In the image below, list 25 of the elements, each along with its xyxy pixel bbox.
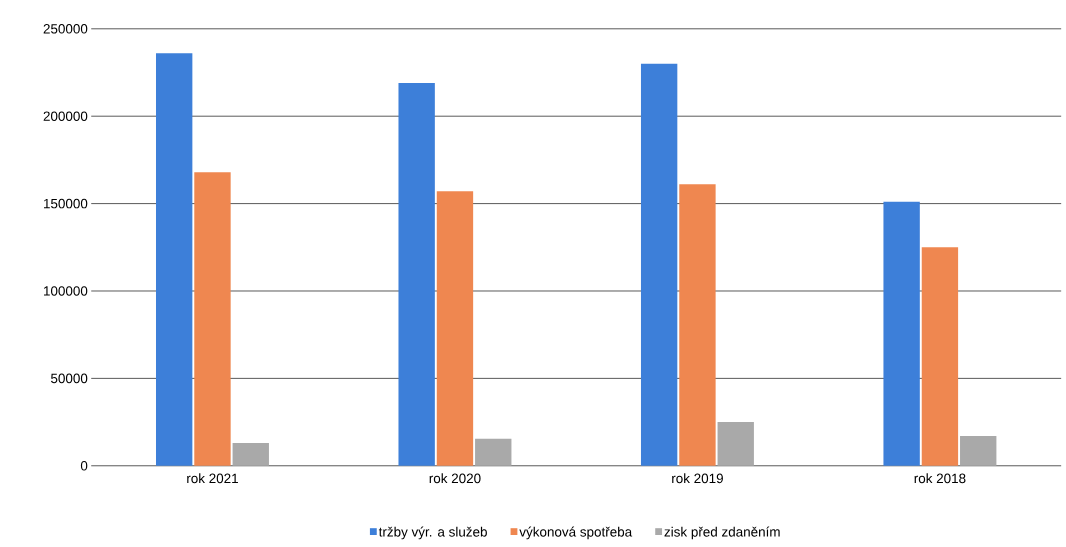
bar <box>436 191 474 466</box>
bar <box>232 442 269 466</box>
bar <box>640 63 678 466</box>
bar <box>960 435 997 466</box>
legend-label: výkonová spotřeba <box>519 526 633 540</box>
bar <box>883 201 920 466</box>
bar <box>194 171 231 466</box>
x-tick-label: rok 2019 <box>672 473 723 483</box>
y-tick-label: 0 <box>80 460 88 471</box>
bar <box>717 421 754 466</box>
y-tick-label: 50000 <box>51 373 88 383</box>
x-tick-label: rok 2021 <box>187 473 238 483</box>
legend-label: zisk před zdaněním <box>664 526 780 540</box>
bar <box>398 82 435 466</box>
y-tick-label: 150000 <box>44 198 88 209</box>
bar <box>156 53 193 466</box>
y-tick-label: 200000 <box>43 111 88 121</box>
legend-label: tržby výr. a služeb <box>378 526 487 540</box>
x-tick-label: rok 2020 <box>429 473 481 483</box>
x-tick-label: rok 2018 <box>914 473 966 483</box>
bar <box>475 438 512 466</box>
y-tick-label: 100000 <box>44 286 88 296</box>
y-tick-label: 250000 <box>43 23 88 34</box>
bar <box>679 184 716 466</box>
bar <box>921 247 959 466</box>
